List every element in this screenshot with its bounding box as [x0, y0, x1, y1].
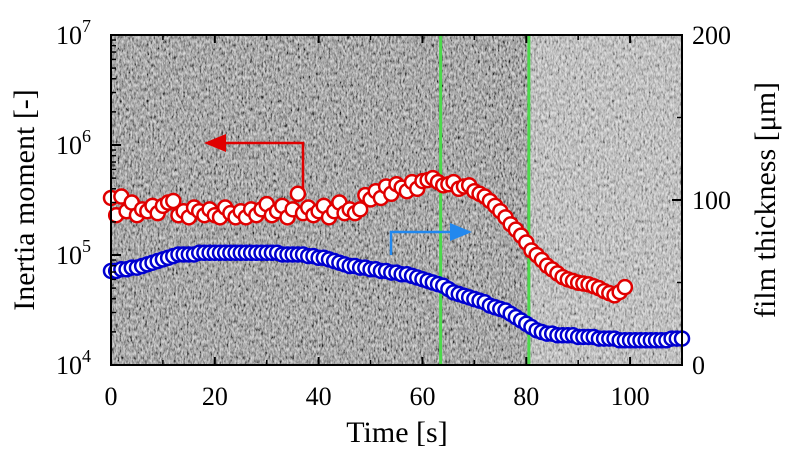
- arrow-right-line: [389, 230, 452, 255]
- arrow-left-line: [224, 141, 305, 190]
- left-tick-label-2: 106: [56, 126, 91, 160]
- x-tick-label-80: 80: [513, 382, 539, 411]
- arrow-left-head: [204, 134, 226, 152]
- right-tick-label-200: 200: [692, 21, 731, 50]
- arrow-right-head: [450, 223, 472, 241]
- series-inertia-moment: [102, 169, 634, 304]
- inertia-point-36: [289, 185, 307, 203]
- x-tick-label-100: 100: [611, 382, 650, 411]
- series-film-thickness: [102, 244, 691, 349]
- left-tick-label-0: 104: [56, 346, 91, 380]
- vertical-lines: [439, 35, 531, 365]
- x-tick-label-40: 40: [306, 382, 332, 411]
- left-tick-label-3: 107: [56, 16, 91, 50]
- right-axis-title: film thickness [μm]: [749, 82, 782, 318]
- x-tick-label-20: 20: [202, 382, 228, 411]
- right-tick-label-0: 0: [692, 351, 705, 380]
- x-tick-label-0: 0: [105, 382, 118, 411]
- x-axis-title: Time [s]: [346, 416, 447, 449]
- right-tick-label-100: 100: [692, 186, 731, 215]
- inertia-point-99: [616, 278, 634, 296]
- ticks: 0 20 40 60 80 100 104 105 106 107 0 100 200: [56, 16, 731, 411]
- annotations: [204, 134, 472, 255]
- x-tick-label-60: 60: [409, 382, 435, 411]
- left-tick-label-1: 105: [56, 236, 91, 270]
- inertia-point-48: [351, 201, 369, 218]
- left-axis-title: Inertia moment [-]: [8, 89, 41, 311]
- inertia-point-12: [165, 192, 182, 210]
